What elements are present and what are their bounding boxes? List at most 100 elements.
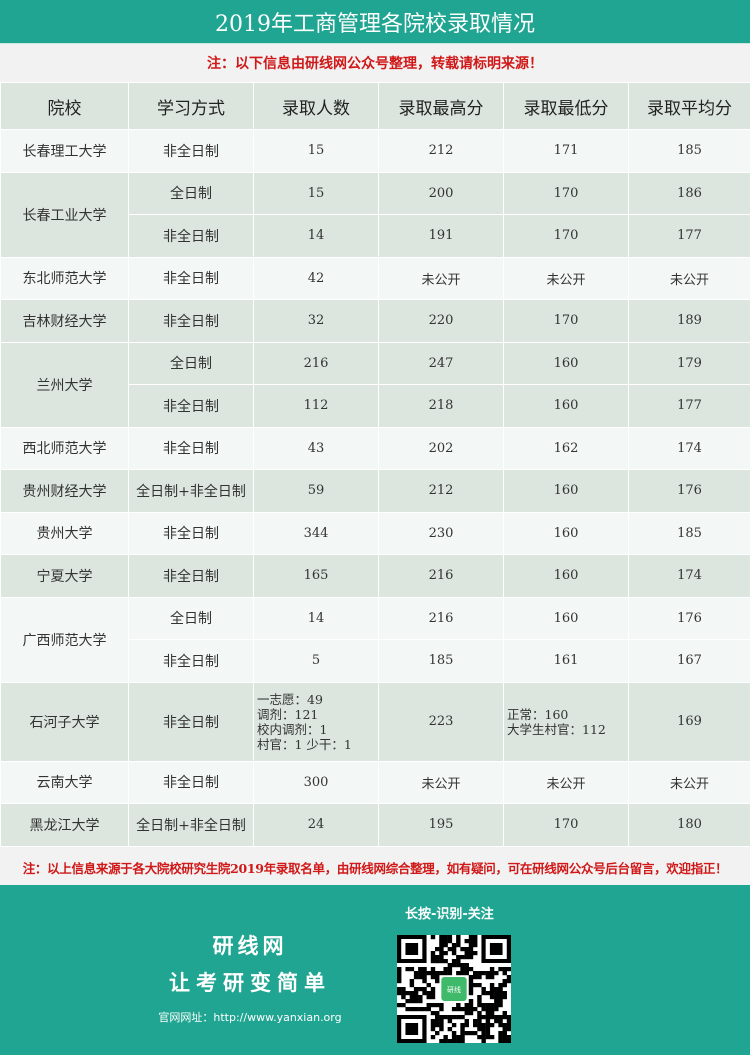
cell-count: 24 (253, 803, 379, 847)
cell-avg: 185 (628, 511, 750, 555)
cell-count: 165 (253, 554, 379, 598)
qr-code-icon[interactable]: 研线 (397, 935, 511, 1043)
cell-max: 223 (378, 681, 504, 762)
cell-max: 216 (378, 596, 504, 640)
cell-avg: 186 (628, 171, 750, 215)
cell-min: 正常：160 大学生村官：112 (503, 681, 629, 762)
school-name: 兰州大学 (0, 341, 129, 428)
table-row: 贵州大学 非全日制 344 230 160 185 (0, 511, 750, 555)
cell-min: 160 (503, 341, 629, 385)
qr-logo-label: 研线 (447, 985, 461, 994)
cell-avg: 未公开 (628, 256, 750, 300)
source-note-bottom: 注：以上信息来源于各大院校研究生院2019年录取名单，由研线网综合整理，如有疑问… (22, 861, 728, 876)
cell-count: 216 (253, 341, 379, 385)
school-name: 西北师范大学 (0, 426, 129, 470)
cell-count: 43 (253, 426, 379, 470)
school-name: 宁夏大学 (0, 554, 129, 598)
school-name: 长春理工大学 (0, 129, 129, 173)
cell-count: 344 (253, 511, 379, 555)
cell-min: 160 (503, 596, 629, 640)
cell-max: 230 (378, 511, 504, 555)
cell-max: 216 (378, 554, 504, 598)
cell-max: 220 (378, 299, 504, 343)
cell-mode: 非全日制 (128, 256, 254, 300)
header-mode: 学习方式 (128, 82, 254, 130)
table-row: 西北师范大学 非全日制 43 202 162 174 (0, 426, 750, 470)
cell-min: 170 (503, 171, 629, 215)
school-name: 黑龙江大学 (0, 803, 129, 847)
school-name: 石河子大学 (0, 681, 129, 762)
cell-mode: 非全日制 (128, 214, 254, 258)
cell-avg: 189 (628, 299, 750, 343)
cell-mode: 全日制 (128, 171, 254, 215)
cell-count: 112 (253, 384, 379, 428)
header-avg: 录取平均分 (628, 82, 750, 130)
cell-min: 162 (503, 426, 629, 470)
cell-avg: 177 (628, 214, 750, 258)
cell-min: 未公开 (503, 760, 629, 804)
school-name: 贵州财经大学 (0, 469, 129, 513)
cell-mode: 全日制+非全日制 (128, 469, 254, 513)
school-name: 吉林财经大学 (0, 299, 129, 343)
cell-mode: 非全日制 (128, 681, 254, 762)
table-row: 长春理工大学 非全日制 15 212 171 185 (0, 129, 750, 173)
header-min: 录取最低分 (503, 82, 629, 130)
cell-max: 185 (378, 639, 504, 683)
cell-max: 195 (378, 803, 504, 847)
header-school: 院校 (0, 82, 129, 130)
table-row: 贵州财经大学 全日制+非全日制 59 212 160 176 (0, 469, 750, 513)
cell-min: 160 (503, 469, 629, 513)
cell-max: 212 (378, 129, 504, 173)
table-row: 非全日制 112 218 160 177 (1, 384, 750, 428)
cell-min: 171 (503, 129, 629, 173)
cell-min: 161 (503, 639, 629, 683)
school-name: 东北师范大学 (0, 256, 129, 300)
cell-count: 42 (253, 256, 379, 300)
cell-mode: 非全日制 (128, 384, 254, 428)
table-row: 非全日制 14 191 170 177 (1, 214, 750, 258)
table-row: 云南大学 非全日制 300 未公开 未公开 未公开 (0, 760, 750, 804)
admission-table: 院校 学习方式 录取人数 录取最高分 录取最低分 录取平均分 长春理工大学 非全日… (0, 82, 750, 847)
cell-count: 32 (253, 299, 379, 343)
website-link[interactable]: 官网网址：http://www.yanxian.org (158, 1011, 342, 1024)
cell-avg: 174 (628, 426, 750, 470)
school-name: 云南大学 (0, 760, 129, 804)
school-name: 贵州大学 (0, 511, 129, 555)
cell-avg: 180 (628, 803, 750, 847)
cell-max: 未公开 (378, 256, 504, 300)
cell-mode: 非全日制 (128, 554, 254, 598)
cell-mode: 非全日制 (128, 760, 254, 804)
cell-mode: 全日制+非全日制 (128, 803, 254, 847)
cell-mode: 非全日制 (128, 299, 254, 343)
cell-min: 未公开 (503, 256, 629, 300)
cell-avg: 167 (628, 639, 750, 683)
table-row: 广西师范大学 全日制 14 216 160 176 (0, 596, 750, 683)
table-row: 宁夏大学 非全日制 165 216 160 174 (0, 554, 750, 598)
cell-avg: 179 (628, 341, 750, 385)
cell-count: 15 (253, 129, 379, 173)
cell-min: 170 (503, 214, 629, 258)
cell-count: 59 (253, 469, 379, 513)
table-row: 黑龙江大学 全日制+非全日制 24 195 170 180 (0, 803, 750, 847)
cell-max: 212 (378, 469, 504, 513)
cell-mode: 非全日制 (128, 129, 254, 173)
cell-max: 218 (378, 384, 504, 428)
slogan: 让考研变简单 (169, 970, 331, 995)
table-row: 吉林财经大学 非全日制 32 220 170 189 (0, 299, 750, 343)
footer-banner: 研线网 让考研变简单 官网网址：http://www.yanxian.org 长… (0, 885, 750, 1055)
cell-max: 202 (378, 426, 504, 470)
table-row: 兰州大学 全日制 216 247 160 179 (0, 341, 750, 428)
cell-min: 170 (503, 803, 629, 847)
brand-name: 研线网 (212, 933, 288, 958)
cell-mode: 全日制 (128, 596, 254, 640)
cell-avg: 169 (628, 681, 750, 762)
cell-mode: 非全日制 (128, 639, 254, 683)
cell-mode: 非全日制 (128, 511, 254, 555)
cell-mode: 非全日制 (128, 426, 254, 470)
cell-avg: 176 (628, 469, 750, 513)
cell-count: 14 (253, 214, 379, 258)
cell-max: 191 (378, 214, 504, 258)
cell-max: 247 (378, 341, 504, 385)
school-name: 长春工业大学 (0, 171, 129, 258)
cell-min: 160 (503, 511, 629, 555)
